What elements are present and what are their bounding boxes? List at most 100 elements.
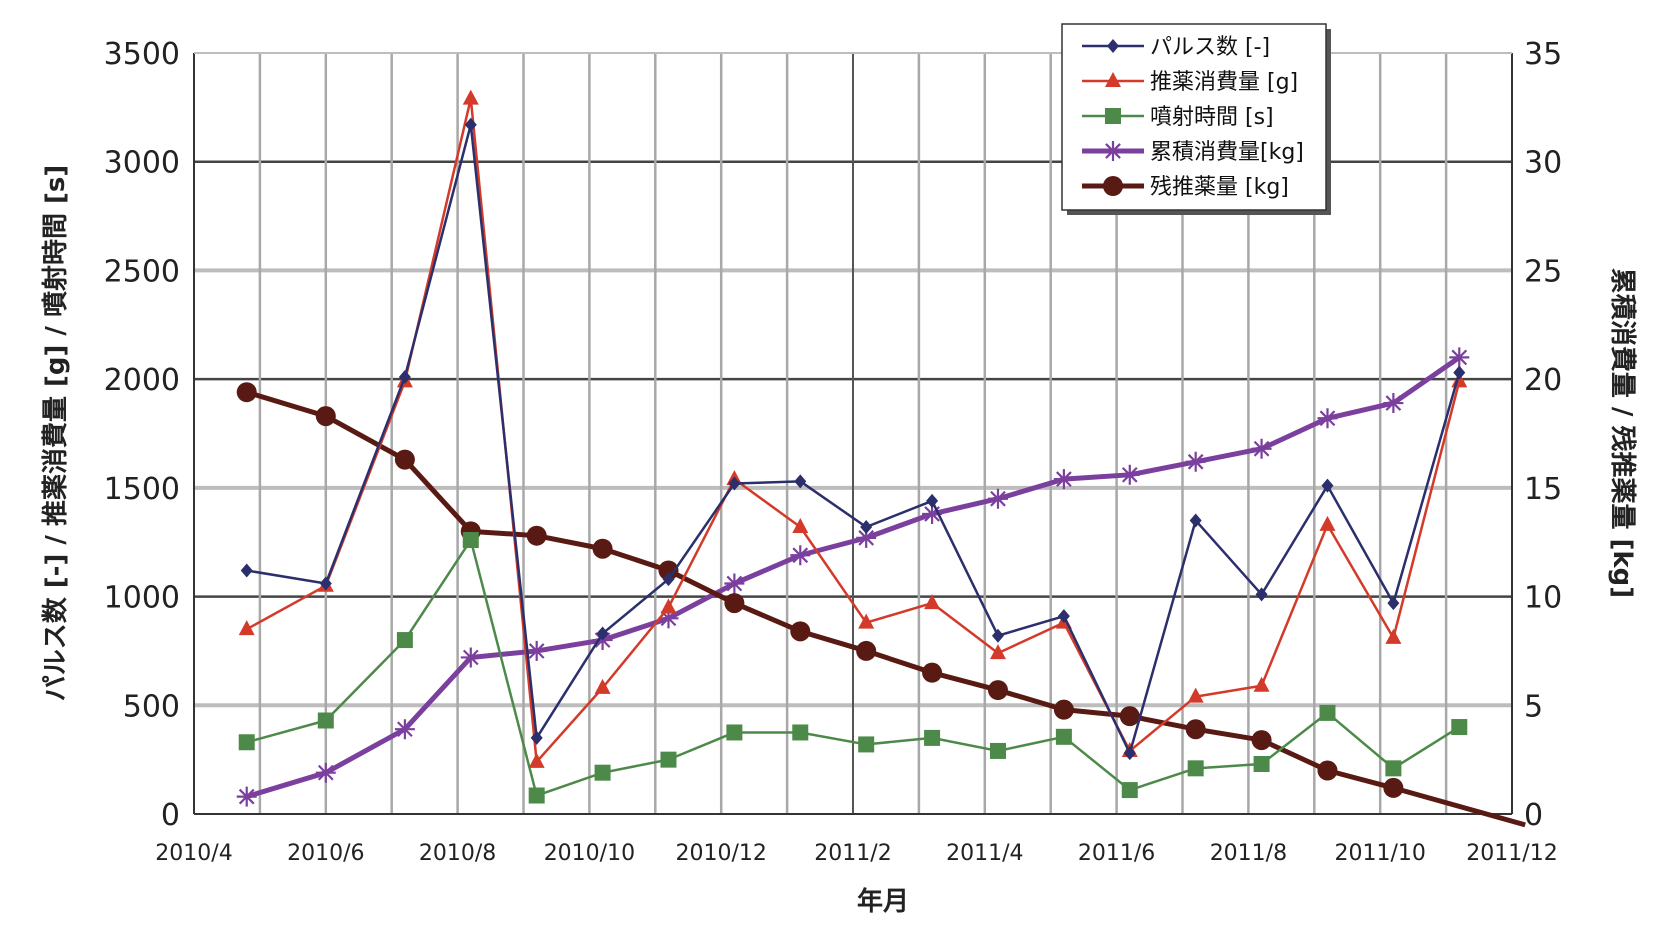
series-circle [236, 382, 1526, 828]
data-point [526, 525, 547, 546]
legend-label: パルス数 [-] [1150, 35, 1270, 60]
data-point [1121, 782, 1138, 799]
data-point [1319, 515, 1336, 531]
left-axis-title: パルス数 [-] / 推薬消費量 [g] / 噴射時間 [s] [41, 165, 71, 702]
right-axis-title: 累積消費量 / 残推薬量 [kg] [1607, 268, 1637, 598]
data-point [528, 787, 545, 804]
right-tick-label: 0 [1524, 798, 1543, 833]
x-tick-label: 2011/4 [946, 841, 1023, 866]
data-point [989, 742, 1006, 759]
data-point [1317, 760, 1338, 781]
x-tick-label: 2011/12 [1466, 841, 1557, 866]
data-point [317, 712, 334, 729]
data-point [790, 621, 811, 642]
right-tick-label: 25 [1524, 254, 1562, 289]
data-point [592, 538, 613, 559]
legend-label: 残推薬量 [kg] [1150, 175, 1289, 200]
data-point [856, 640, 877, 661]
data-point [1053, 469, 1074, 490]
data-point [460, 647, 481, 668]
data-point [462, 532, 479, 549]
legend-marker [1105, 72, 1121, 87]
data-point [660, 598, 677, 614]
legend-marker [1103, 141, 1123, 161]
data-point [1385, 760, 1402, 777]
x-tick-label: 2011/8 [1210, 841, 1287, 866]
x-tick-label: 2011/10 [1334, 841, 1425, 866]
data-point [1255, 587, 1268, 602]
data-point [660, 751, 677, 768]
data-point [236, 786, 257, 807]
data-point [526, 640, 547, 661]
data-point [726, 724, 743, 741]
data-point [1321, 478, 1334, 493]
left-tick-label: 3000 [104, 146, 180, 181]
data-point [728, 476, 741, 491]
data-point [319, 576, 332, 591]
data-point [594, 764, 611, 781]
data-point [1317, 408, 1338, 429]
series-square [238, 532, 1468, 804]
data-point [1253, 755, 1270, 772]
data-point [1119, 464, 1140, 485]
data-point [394, 719, 415, 740]
data-point [924, 729, 941, 746]
data-point [1449, 347, 1470, 368]
data-point [662, 572, 675, 587]
left-tick-label: 2000 [104, 363, 180, 398]
data-point [856, 527, 877, 548]
x-axis-title: 年月 [857, 886, 909, 917]
data-point [924, 594, 941, 610]
x-tick-label: 2010/12 [675, 841, 766, 866]
x-tick-label: 2011/6 [1078, 841, 1155, 866]
data-point [858, 613, 875, 629]
data-point [462, 89, 479, 105]
data-point [987, 488, 1008, 509]
left-tick-label: 1000 [104, 581, 180, 616]
right-tick-label: 35 [1524, 37, 1562, 72]
data-point [858, 736, 875, 753]
data-point [1053, 699, 1074, 720]
data-point [1185, 451, 1206, 472]
data-point [658, 560, 679, 581]
data-point [989, 644, 1006, 660]
data-point [1453, 365, 1466, 380]
data-point [1385, 628, 1402, 644]
right-tick-label: 30 [1524, 146, 1562, 181]
x-tick-label: 2010/6 [287, 841, 364, 866]
data-point [1187, 687, 1204, 703]
data-point [315, 762, 336, 783]
data-point [1253, 676, 1270, 692]
data-point [991, 628, 1004, 643]
right-tick-label: 15 [1524, 472, 1562, 507]
data-point [1383, 777, 1404, 798]
data-point [464, 117, 477, 132]
data-point [240, 563, 253, 578]
data-point [398, 369, 411, 384]
data-point [1319, 704, 1336, 721]
left-tick-label: 0 [161, 798, 180, 833]
x-tick-label: 2011/2 [814, 841, 891, 866]
legend-label: 推薬消費量 [g] [1150, 70, 1298, 95]
left-tick-label: 3500 [104, 37, 180, 72]
data-point [1451, 719, 1468, 736]
data-point [922, 503, 943, 524]
left-tick-label: 2500 [104, 254, 180, 289]
data-point [790, 545, 811, 566]
right-tick-label: 20 [1524, 363, 1562, 398]
legend-label: 噴射時間 [s] [1150, 105, 1274, 130]
data-point [1251, 730, 1272, 751]
legend-label: 累積消費量[kg] [1150, 140, 1304, 165]
data-point [1119, 706, 1140, 727]
data-point [1383, 393, 1404, 414]
left-tick-label: 500 [123, 689, 180, 724]
legend: パルス数 [-] 推薬消費量 [g] 噴射時間 [s] 累積消費量[kg] 残推薬量 [… [1061, 23, 1331, 215]
x-tick-label: 2010/10 [544, 841, 635, 866]
x-tick-label: 2010/4 [155, 841, 232, 866]
data-point [794, 474, 807, 489]
data-point [238, 620, 255, 636]
data-point [922, 662, 943, 683]
data-point [1055, 728, 1072, 745]
data-point [528, 752, 545, 768]
series-diamond [240, 117, 1466, 761]
